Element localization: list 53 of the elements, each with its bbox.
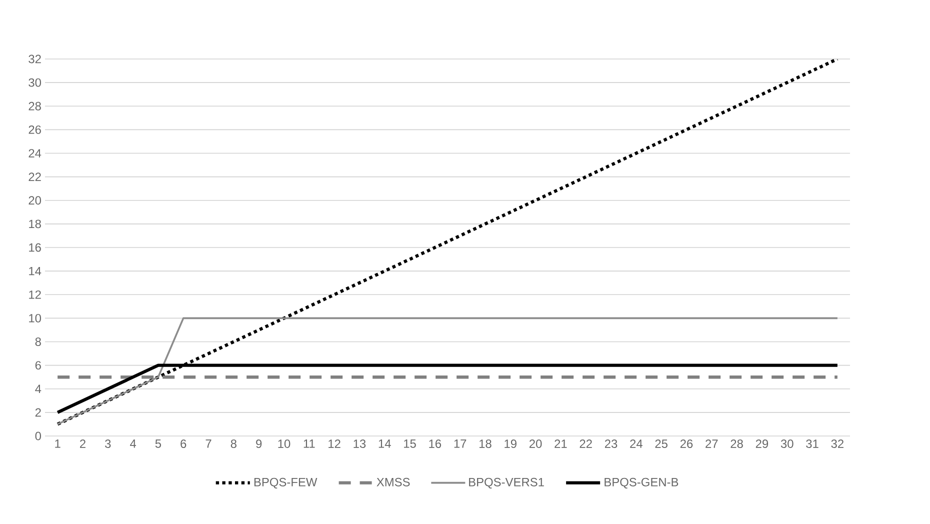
x-tick-label: 16 [429,440,442,448]
y-tick-label: 12 [29,290,41,299]
x-tick-label: 23 [604,440,618,448]
x-tick-label: 7 [206,440,212,448]
x-tick-label: 10 [278,440,290,448]
x-tick-label: 15 [404,440,416,448]
y-tick-label: 24 [28,149,42,158]
x-tick-label: 31 [806,440,818,448]
y-tick-label: 4 [35,384,42,393]
legend-label: BPQS-GEN-B [604,478,678,488]
y-tick-label: 26 [28,125,41,134]
x-tick-label: 17 [454,440,466,448]
y-tick-label: 16 [29,243,41,252]
y-tick-label: 10 [29,314,42,322]
x-tick-label: 20 [530,440,542,448]
legend-label: BPQS-VERS1 [469,478,544,488]
x-tick-label: 24 [630,440,642,448]
x-tick-label: 26 [680,440,693,448]
x-tick-label: 5 [155,440,162,448]
x-tick-label: 29 [756,440,768,448]
x-tick-label: 11 [304,440,315,448]
x-tick-label: 22 [580,440,592,448]
x-tick-label: 21 [554,440,567,448]
x-tick-label: 14 [378,440,391,448]
x-tick-label: 8 [230,440,236,448]
x-tick-label: 1 [55,440,60,448]
y-tick-label: 20 [28,196,42,205]
y-tick-label: 18 [29,220,41,228]
y-tick-label: 30 [28,78,42,87]
x-tick-label: 3 [105,440,111,448]
x-tick-label: 4 [130,440,136,448]
x-tick-label: 13 [354,440,366,448]
x-tick-label: 2 [80,440,86,448]
x-tick-label: 12 [328,440,340,448]
y-tick-label: 32 [28,54,41,64]
y-tick-label: 14 [29,266,42,276]
x-tick-label: 30 [780,440,794,448]
x-tick-label: 18 [479,440,492,448]
y-tick-label: 0 [35,432,42,440]
legend-label: BPQS-FEW [254,478,318,488]
y-tick-label: 8 [35,338,41,346]
x-tick-label: 19 [504,440,516,448]
x-tick-label: 27 [706,440,718,448]
y-tick-label: 22 [28,172,41,181]
y-tick-label: 2 [35,408,41,417]
x-tick-label: 6 [180,440,186,448]
x-tick-label: 9 [256,440,262,448]
x-tick-label: 25 [655,440,668,448]
x-tick-label: 28 [730,440,743,448]
legend-label: XMSS [376,478,410,486]
x-tick-label: 32 [831,440,844,448]
y-tick-label: 6 [35,361,41,370]
y-tick-label: 28 [28,102,41,110]
